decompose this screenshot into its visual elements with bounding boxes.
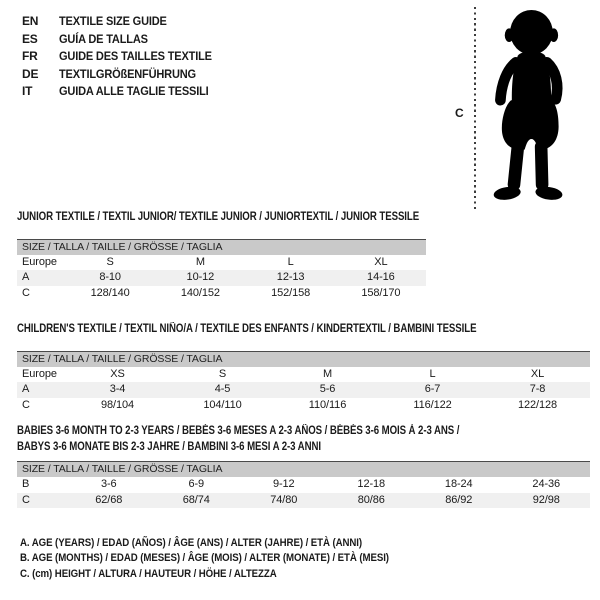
table-size-header: SIZE / TALLA / TAILLE / GRÖSSE / TAGLIA [17, 238, 426, 255]
language-list: EN TEXTILE SIZE GUIDE ES GUÍA DE TALLAS … [22, 13, 225, 101]
row-label: Europe [22, 255, 57, 268]
language-code: EN [22, 14, 39, 28]
table-cell: 152/158 [271, 286, 311, 299]
table-cell: 104/110 [203, 398, 242, 411]
table-cell: 6-9 [188, 478, 205, 490]
table-cell: 8-10 [99, 271, 121, 283]
footnote-b: B. AGE (MONTHS) / EDAD (MESES) / ÂGE (MO… [20, 552, 389, 565]
language-row: EN TEXTILE SIZE GUIDE [22, 13, 225, 31]
table-cell: 110/116 [308, 398, 347, 411]
table-size-header: SIZE / TALLA / TAILLE / GRÖSSE / TAGLIA [17, 350, 590, 367]
table-cell: 12-18 [357, 478, 386, 490]
language-code: DE [22, 66, 39, 81]
table-cell: 86/92 [445, 493, 473, 506]
table-body: Europe XS S M L XL A 3-4 4-5 5-6 6-7 7-8 C 98/104 104/… [17, 367, 590, 414]
language-code: ES [22, 31, 38, 46]
language-title: GUÍA DE TALLAS [59, 31, 148, 46]
junior-textile-section: JUNIOR TEXTILE / TEXTIL JUNIOR/ TEXTILE … [17, 210, 426, 301]
row-label: C [22, 493, 30, 506]
language-title: TEXTILGRÖßENFÜHRUNG [59, 66, 196, 81]
row-label: B [22, 478, 30, 490]
language-row: FR GUIDE DES TAILLES TEXTILE [22, 48, 225, 66]
children-textile-section: CHILDREN'S TEXTILE / TEXTIL NIÑO/A / TEX… [17, 322, 590, 413]
row-label: C [22, 398, 30, 411]
table-cell: 4-5 [214, 383, 231, 395]
table-row: A 3-4 4-5 5-6 6-7 7-8 [17, 382, 590, 398]
table-cell: XL [530, 367, 545, 380]
language-row: ES GUÍA DE TALLAS [22, 31, 225, 49]
table-row: Europe XS S M L XL [17, 367, 590, 383]
table-cell: 12-13 [276, 271, 305, 283]
table-cell: 10-12 [186, 271, 215, 283]
table-cell: 14-16 [367, 271, 395, 283]
table-cell: 80/86 [357, 493, 385, 506]
table-row: B 3-6 6-9 9-12 12-18 18-24 24-36 [17, 477, 590, 493]
table-cell: M [195, 255, 205, 268]
language-title: GUIDA ALLE TAGLIE TESSILI [59, 84, 209, 98]
table-row: C 98/104 104/110 110/116 116/122 122/128 [17, 398, 590, 414]
table-cell: S [106, 255, 114, 268]
table-cell: 116/122 [413, 398, 452, 411]
table-cell: 98/104 [100, 398, 135, 411]
row-label: Europe [22, 367, 57, 380]
table-cell: XS [110, 367, 125, 380]
table-cell: 74/80 [270, 493, 298, 506]
table-cell: 7-8 [529, 383, 546, 395]
table-body: B 3-6 6-9 9-12 12-18 18-24 24-36 C 62/68 68/74 74/… [17, 477, 590, 508]
table-title-line: CHILDREN'S TEXTILE / TEXTIL NIÑO/A / TEX… [17, 323, 477, 335]
table-cell: L [429, 367, 436, 380]
table-cell: 24-36 [532, 478, 561, 490]
row-label: A [22, 383, 30, 395]
table-body: Europe S M L XL A 8-10 10-12 12-13 14-16 C 128/140 1… [17, 255, 426, 302]
table-cell: S [218, 367, 227, 380]
height-measure-dotted-line [474, 7, 476, 210]
footnotes: A. AGE (YEARS) / EDAD (AÑOS) / ÂGE (ANS)… [20, 536, 439, 582]
row-label: C [22, 286, 30, 299]
table-row: Europe S M L XL [17, 255, 426, 271]
table-cell: 158/170 [361, 286, 401, 299]
babies-textile-section: BABIES 3-6 MONTH TO 2-3 YEARS / BEBÉS 3-… [17, 424, 590, 508]
table-cell: 3-6 [100, 478, 117, 490]
table-row: C 128/140 140/152 152/158 158/170 [17, 286, 426, 302]
measure-c-label: C [455, 106, 464, 120]
table-cell: 140/152 [180, 286, 220, 299]
language-code: FR [22, 49, 38, 63]
table-row: A 8-10 10-12 12-13 14-16 [17, 270, 426, 286]
table-title: JUNIOR TEXTILE / TEXTIL JUNIOR/ TEXTILE … [17, 210, 426, 226]
language-row: DE TEXTILGRÖßENFÜHRUNG [22, 66, 225, 84]
footnote-a: A. AGE (YEARS) / EDAD (AÑOS) / ÂGE (ANS)… [20, 537, 363, 549]
language-title: TEXTILE SIZE GUIDE [59, 14, 167, 28]
footnote-c: C. (cm) HEIGHT / ALTURA / HAUTEUR / HÖHE… [20, 567, 277, 580]
language-code: IT [22, 84, 33, 98]
table-title-line: BABIES 3-6 MONTH TO 2-3 YEARS / BEBÉS 3-… [17, 425, 460, 437]
table-cell: 122/128 [517, 398, 558, 411]
table-cell: 5-6 [319, 383, 336, 395]
language-row: IT GUIDA ALLE TAGLIE TESSILI [22, 83, 225, 101]
toddler-silhouette-icon [493, 9, 563, 200]
table-title: CHILDREN'S TEXTILE / TEXTIL NIÑO/A / TEX… [17, 322, 590, 338]
language-title: GUIDE DES TAILLES TEXTILE [59, 49, 212, 63]
table-title-line: JUNIOR TEXTILE / TEXTIL JUNIOR/ TEXTILE … [17, 211, 420, 223]
table-cell: 18-24 [444, 478, 473, 490]
table-row: C 62/68 68/74 74/80 80/86 86/92 92/98 [17, 492, 590, 508]
row-label: A [22, 271, 30, 283]
table-cell: M [322, 367, 333, 380]
table-cell: 9-12 [272, 478, 295, 490]
table-title-line: BABYS 3-6 MONATE BIS 2-3 JAHRE / BAMBINI… [17, 440, 321, 453]
table-cell: 128/140 [90, 286, 130, 299]
table-size-header: SIZE / TALLA / TAILLE / GRÖSSE / TAGLIA [17, 461, 590, 477]
table-cell: 62/68 [95, 493, 123, 506]
table-cell: 6-7 [424, 383, 441, 395]
table-cell: L [287, 255, 294, 268]
table-cell: 92/98 [532, 493, 560, 506]
table-cell: 3-4 [109, 383, 126, 395]
table-title: BABIES 3-6 MONTH TO 2-3 YEARS / BEBÉS 3-… [17, 424, 590, 455]
table-cell: 68/74 [182, 493, 210, 506]
table-cell: XL [374, 255, 388, 268]
